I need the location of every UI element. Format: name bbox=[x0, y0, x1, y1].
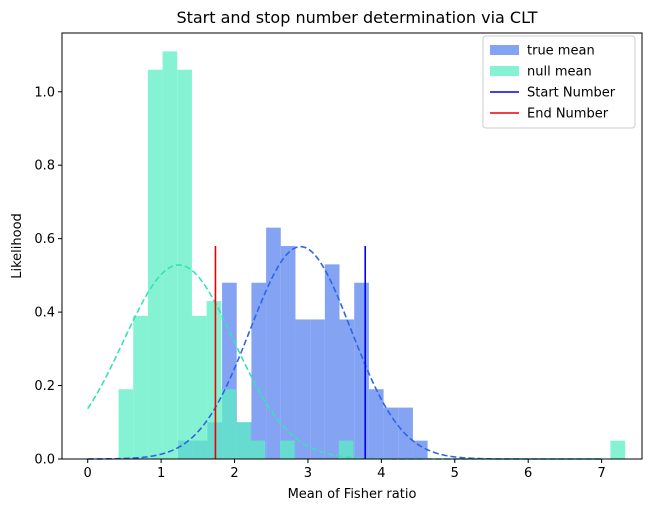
histogram-bar-null-6 bbox=[206, 301, 222, 459]
y-tick-label-0.2: 0.2 bbox=[34, 379, 55, 394]
histogram-bar-true-6 bbox=[266, 227, 281, 459]
x-tick-label-2: 2 bbox=[230, 466, 238, 481]
histogram-bar-true-11 bbox=[339, 319, 355, 459]
x-tick-label-7: 7 bbox=[597, 466, 605, 481]
x-tick-label-6: 6 bbox=[524, 466, 532, 481]
histogram-bar-null-8 bbox=[236, 422, 251, 459]
x-tick-label-1: 1 bbox=[157, 466, 165, 481]
legend-label-true-mean: true mean bbox=[527, 44, 595, 59]
histogram-bar-null-4 bbox=[177, 69, 192, 460]
y-tick-label-0.6: 0.6 bbox=[34, 232, 55, 247]
histogram-bar-true-13 bbox=[368, 389, 384, 459]
y-axis-label: Likelihood bbox=[10, 213, 25, 279]
histogram-bar-null-7 bbox=[221, 389, 236, 459]
y-tick-label-1: 1.0 bbox=[34, 85, 55, 100]
histogram-bar-true-12 bbox=[354, 282, 369, 459]
legend-label-start-number: Start Number bbox=[527, 86, 616, 101]
legend-label-end-number: End Number bbox=[527, 107, 609, 122]
histogram-bar-true-5 bbox=[251, 282, 267, 459]
histogram-bar-null-5 bbox=[191, 315, 207, 459]
legend-swatch-true-mean bbox=[490, 45, 519, 55]
plot-frame bbox=[61, 32, 643, 460]
y-tick-label-0.4: 0.4 bbox=[34, 306, 55, 321]
histogram-bar-null-1 bbox=[133, 315, 148, 459]
y-tick-label-0.8: 0.8 bbox=[34, 159, 55, 174]
histogram-bar-true-14 bbox=[383, 407, 399, 459]
histogram-bar-null-9 bbox=[250, 440, 266, 459]
histogram-bar-true-10 bbox=[324, 264, 340, 459]
histogram-bar-null-10 bbox=[280, 440, 295, 459]
x-tick-label-0: 0 bbox=[84, 466, 92, 481]
y-tick-label-0: 0.0 bbox=[34, 453, 55, 468]
legend: true mean null mean Start Number End Numbe… bbox=[482, 35, 636, 129]
histogram-bar-null-12 bbox=[610, 440, 626, 459]
histogram-bar-null-3 bbox=[162, 51, 178, 460]
histogram-bar-true-16 bbox=[412, 440, 428, 459]
legend-box bbox=[482, 35, 636, 129]
x-axis-label: Mean of Fisher ratio bbox=[288, 487, 417, 502]
chart-title: Start and stop number determination via … bbox=[176, 8, 537, 27]
histogram-bar-null-0 bbox=[118, 389, 134, 459]
legend-swatch-null-mean bbox=[490, 66, 519, 76]
histogram-bar-null-11 bbox=[338, 440, 354, 459]
histogram-bar-true-7 bbox=[280, 246, 296, 459]
histogram-bar-true-9 bbox=[310, 319, 325, 459]
histogram-bar-null-2 bbox=[147, 69, 163, 460]
x-tick-label-5: 5 bbox=[451, 466, 459, 481]
histogram-bar-true-8 bbox=[295, 319, 311, 459]
x-tick-label-3: 3 bbox=[304, 466, 312, 481]
x-tick-label-4: 4 bbox=[377, 466, 385, 481]
legend-label-null-mean: null mean bbox=[527, 65, 592, 80]
